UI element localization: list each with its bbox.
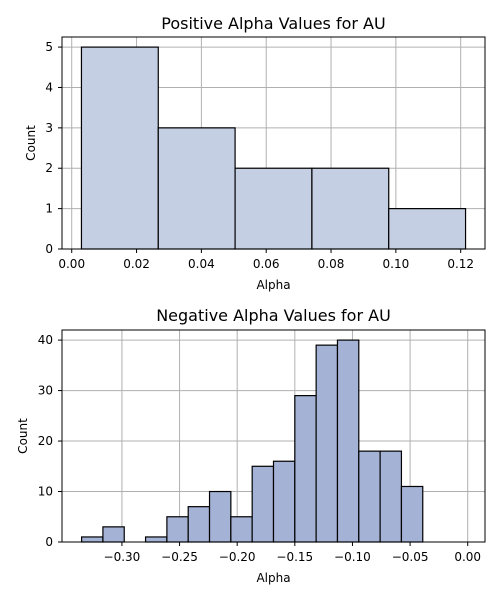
- y-axis-ticks: 0 10 20 30 40: [38, 333, 62, 549]
- x-tick-label: 0.00: [58, 257, 85, 271]
- histogram-bar: [80, 46, 159, 250]
- histogram-bar: [144, 536, 168, 543]
- x-tick-label: 0.06: [253, 257, 280, 271]
- x-tick-label: 0.12: [447, 257, 474, 271]
- positive-alpha-histogram: Positive Alpha Values for AU 0.00 0.02 0.0…: [24, 14, 486, 292]
- y-tick-label: 30: [38, 384, 53, 398]
- plot-frame: [61, 329, 486, 543]
- chart-title: Positive Alpha Values for AU: [161, 14, 385, 33]
- histogram-bar: [187, 506, 211, 543]
- histogram-bar: [315, 344, 339, 543]
- y-tick-label: 5: [45, 40, 53, 54]
- histogram-bar: [400, 485, 424, 543]
- histogram-bar: [166, 516, 189, 543]
- chart-title: Negative Alpha Values for AU: [156, 306, 391, 325]
- histogram-bar: [157, 127, 236, 250]
- histogram-bar: [230, 516, 253, 543]
- y-tick-label: 4: [45, 80, 53, 94]
- bars: [80, 46, 467, 250]
- x-tick-label: 0.08: [318, 257, 345, 271]
- histogram-bar: [234, 167, 313, 250]
- x-tick-label: 0.04: [188, 257, 215, 271]
- y-axis-label: Count: [16, 418, 30, 454]
- x-axis-ticks: −0.30 −0.25 −0.20 −0.15 −0.10 −0.05 0.00: [104, 542, 481, 564]
- histogram-bar: [358, 450, 381, 543]
- x-tick-label: 0.00: [454, 550, 481, 564]
- y-tick-label: 0: [45, 242, 53, 256]
- x-tick-label: −0.30: [104, 550, 141, 564]
- x-tick-label: −0.25: [161, 550, 198, 564]
- histogram-bar: [336, 339, 360, 543]
- x-tick-label: −0.20: [219, 550, 256, 564]
- histogram-bar: [294, 395, 317, 543]
- x-tick-label: −0.10: [334, 550, 371, 564]
- plot-frame: [61, 36, 486, 250]
- x-tick-label: −0.15: [276, 550, 313, 564]
- histogram-bar: [251, 465, 275, 543]
- histogram-bar: [311, 167, 390, 250]
- negative-alpha-histogram: Negative Alpha Values for AU −0.30 −0.25−…: [16, 306, 486, 585]
- histogram-bar: [379, 450, 403, 543]
- x-axis-label: Alpha: [256, 571, 290, 585]
- y-axis-ticks: 0 1 2 3 4 5: [45, 40, 62, 256]
- histogram-bar: [102, 526, 125, 543]
- y-tick-label: 2: [45, 161, 53, 175]
- y-tick-label: 3: [45, 121, 53, 135]
- y-tick-label: 20: [38, 434, 53, 448]
- y-tick-label: 10: [38, 485, 53, 499]
- x-tick-label: −0.05: [392, 550, 429, 564]
- x-axis-ticks: 0.00 0.02 0.04 0.06 0.08 0.10 0.12: [58, 249, 474, 271]
- y-tick-label: 1: [45, 202, 53, 216]
- x-tick-label: 0.02: [123, 257, 150, 271]
- bars: [80, 339, 424, 543]
- histogram-bar: [272, 460, 296, 543]
- histogram-bar: [80, 536, 104, 543]
- x-tick-label: 0.10: [383, 257, 410, 271]
- histogram-bar: [388, 208, 467, 250]
- y-axis-label: Count: [24, 125, 38, 161]
- x-axis-label: Alpha: [256, 278, 290, 292]
- y-tick-label: 0: [45, 535, 53, 549]
- histogram-bar: [208, 490, 232, 543]
- y-tick-label: 40: [38, 333, 53, 347]
